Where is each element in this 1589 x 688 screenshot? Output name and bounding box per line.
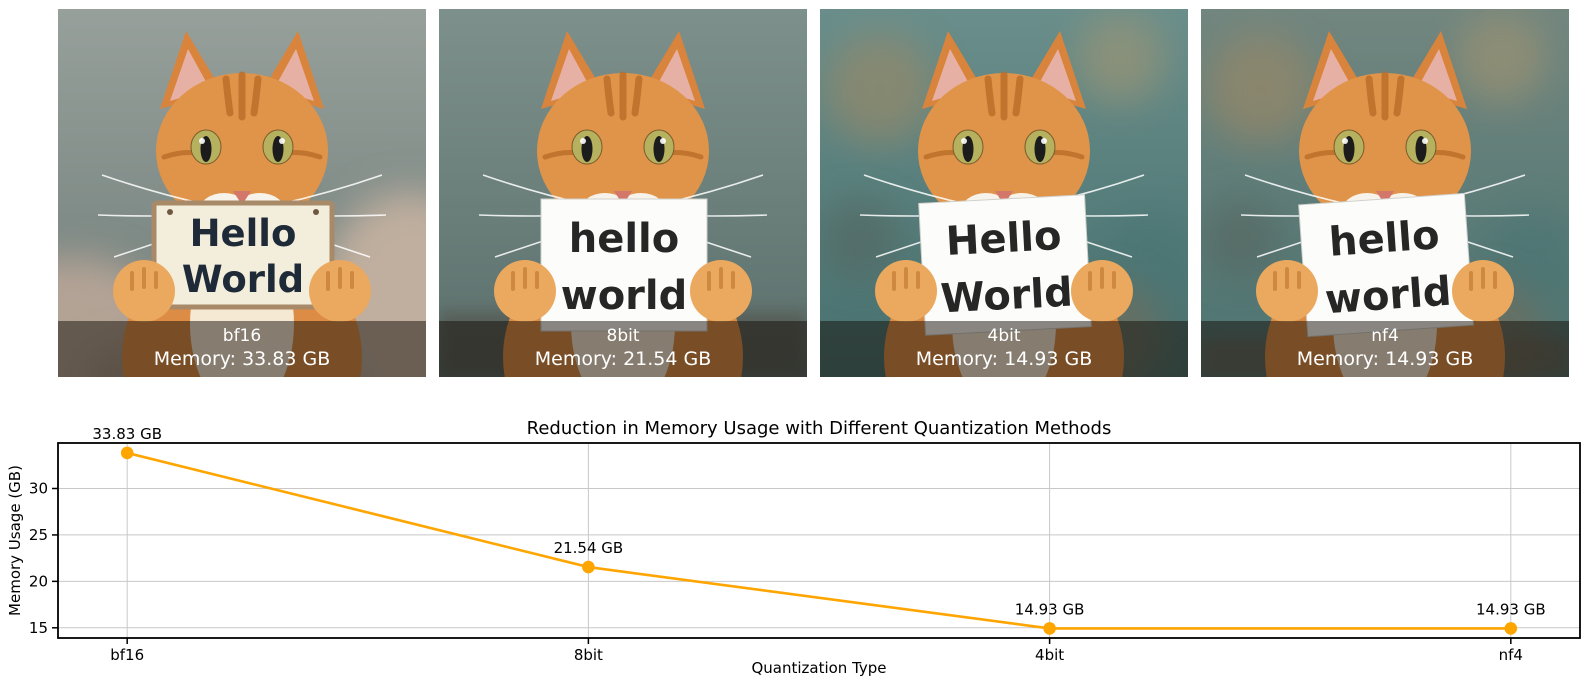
panel-8bit: hello world 8bit Memory: 21.54 GB (439, 9, 807, 377)
cat-nose (1376, 191, 1394, 205)
cat-head (1299, 73, 1471, 229)
cat-nose (614, 191, 632, 205)
panel-4bit: Hello World 4bit Memory: 14.93 GB (820, 9, 1188, 377)
data-point (1043, 622, 1056, 635)
memory-value: Memory: 14.93 GB (1296, 348, 1474, 370)
quantization-label: 4bit (987, 326, 1021, 346)
y-tick-label: 25 (29, 526, 48, 544)
cat-paw (690, 260, 752, 322)
sign-text-line2: World (939, 270, 1073, 323)
panel-bf16: Hello World bf16 Memory: 33.83 GB (58, 9, 426, 377)
image-grid: Hello World bf16 Memory: 33.83 GB hello wo… (58, 9, 1569, 377)
quantization-label: 8bit (606, 326, 640, 346)
cat-head (918, 73, 1090, 229)
quantization-label: bf16 (222, 326, 262, 346)
y-tick-label: 20 (29, 572, 48, 590)
cat-paw (875, 260, 937, 322)
x-tick-label: 4bit (1035, 646, 1064, 664)
data-point (1504, 622, 1518, 635)
cat-paw (1256, 260, 1318, 322)
y-tick-label: 15 (29, 619, 48, 637)
data-point-label: 21.54 GB (554, 539, 624, 557)
panel-nf4: hello world nf4 Memory: 14.93 GB (1201, 9, 1569, 377)
sign-text-line2: world (561, 273, 688, 319)
memory-usage-chart: 15 20 25 30 bf16 8bit 4bit nf4 33.83 GB 21.54 GB 1… (6, 418, 1581, 677)
data-point (120, 446, 134, 460)
x-axis-label: Quantization Type (751, 659, 886, 677)
cat-paw (1452, 260, 1514, 322)
data-point-label: 33.83 GB (92, 425, 162, 443)
cat-nose (233, 191, 251, 205)
cat-paw (494, 260, 556, 322)
memory-usage-line (126, 451, 1511, 630)
memory-value: Memory: 14.93 GB (915, 348, 1093, 370)
x-tick-label: bf16 (110, 646, 144, 664)
y-axis-label: Memory Usage (GB) (6, 465, 24, 616)
data-point-label: 14.93 GB (1015, 600, 1085, 618)
chart-title: Reduction in Memory Usage with Different… (527, 418, 1112, 439)
sign-text-line2: World (182, 258, 304, 301)
image-caption: bf16 Memory: 33.83 GB (58, 321, 426, 377)
sign-text-line2: world (1324, 269, 1453, 324)
cat-nose (995, 191, 1013, 205)
cat-paw (113, 260, 175, 322)
cat-head (537, 73, 709, 229)
cat-head (156, 73, 328, 229)
y-tick-label: 30 (29, 480, 48, 498)
image-caption: 8bit Memory: 21.54 GB (439, 321, 807, 377)
sign-text-line1: Hello (945, 213, 1063, 265)
x-tick-label: 8bit (574, 646, 603, 664)
hello-world-sign: hello world (540, 198, 708, 332)
image-caption: 4bit Memory: 14.93 GB (820, 321, 1188, 377)
memory-value: Memory: 21.54 GB (534, 348, 712, 370)
cat-paw (309, 260, 371, 322)
data-point (582, 560, 595, 574)
sign-text-line1: hello (569, 216, 680, 262)
sign-text-line1: hello (1328, 212, 1441, 266)
image-caption: nf4 Memory: 14.93 GB (1201, 321, 1569, 377)
x-tick-label: nf4 (1499, 646, 1523, 664)
sign-text-line1: Hello (190, 212, 297, 255)
data-point-label: 14.93 GB (1476, 600, 1546, 618)
memory-value: Memory: 33.83 GB (153, 348, 331, 370)
plot-border (57, 442, 1581, 639)
quantization-label: nf4 (1371, 326, 1399, 346)
cat-paw (1071, 260, 1133, 322)
